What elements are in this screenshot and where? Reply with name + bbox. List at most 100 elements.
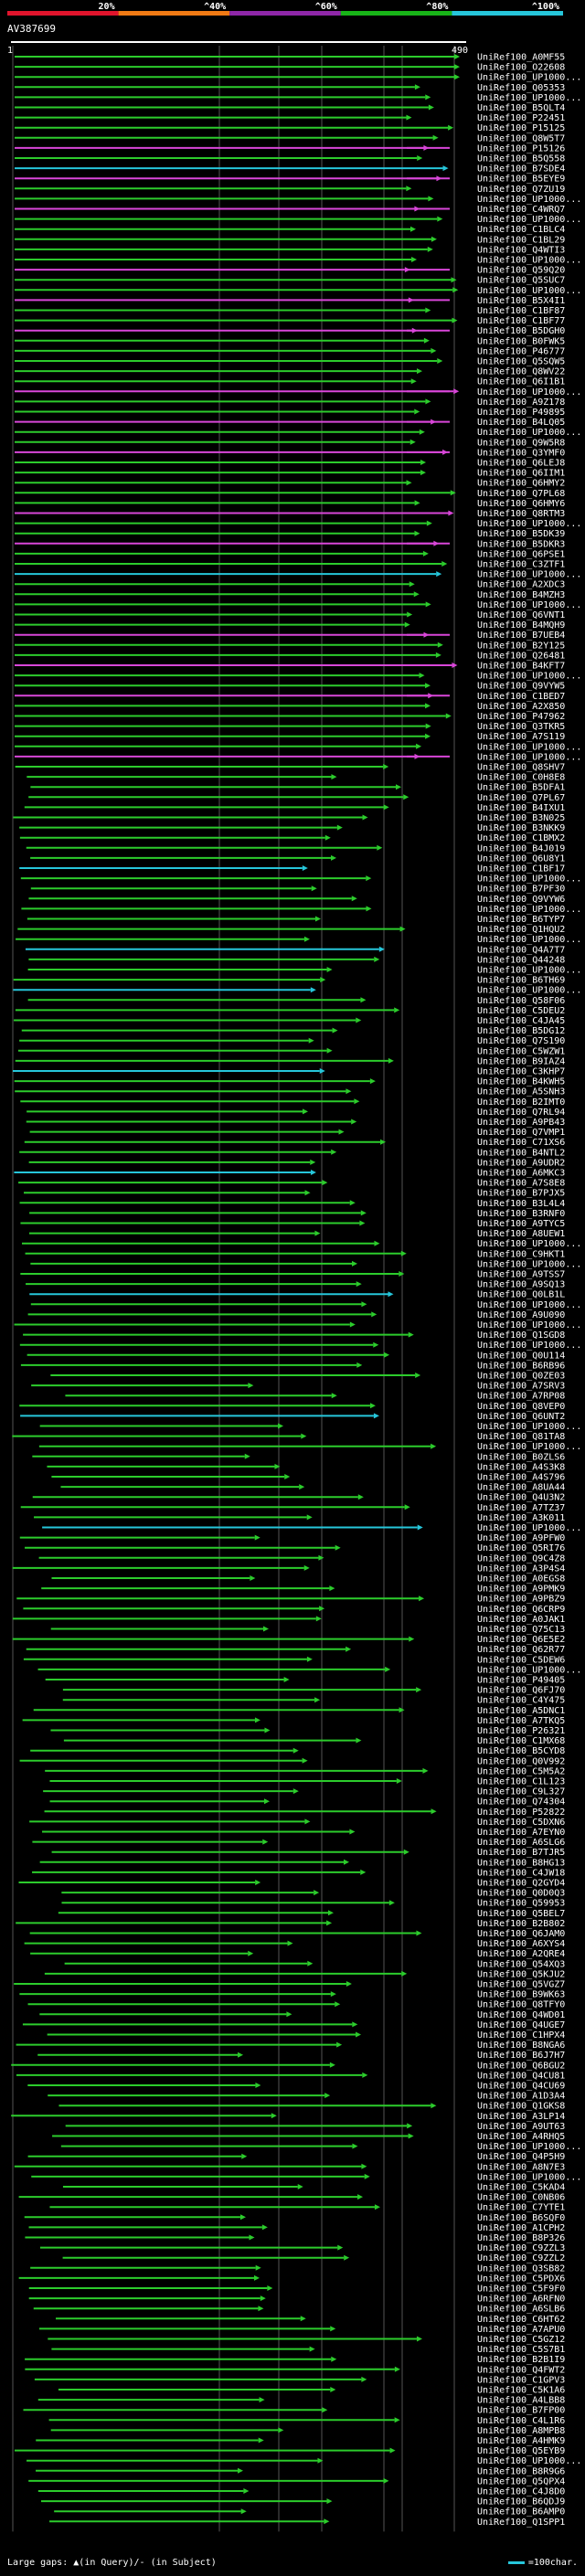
hit-label-link[interactable]: UniRef100_B7PJX5 xyxy=(477,1189,565,1199)
hit-label-link[interactable]: UniRef100_Q0D0Q3 xyxy=(477,1889,565,1899)
hit-label-link[interactable]: UniRef100_B2IMT0 xyxy=(477,1097,565,1108)
hit-label-link[interactable]: UniRef100_C4J8D0 xyxy=(477,2487,565,2497)
hit-label-link[interactable]: UniRef100_A4S796 xyxy=(477,1473,565,1483)
hit-label-link[interactable]: UniRef100_B6TH69 xyxy=(477,976,565,986)
hit-label-link[interactable]: UniRef100_UP1000... xyxy=(477,1422,581,1432)
hit-label-link[interactable]: UniRef100_B4MZH3 xyxy=(477,590,565,600)
hit-label-link[interactable]: UniRef100_C5DEU2 xyxy=(477,1006,565,1016)
hit-label-link[interactable]: UniRef100_B8NGA6 xyxy=(477,2041,565,2051)
hit-label-link[interactable]: UniRef100_Q0ZE03 xyxy=(477,1372,565,1382)
hit-label-link[interactable]: UniRef100_C0H8E8 xyxy=(477,773,565,783)
hit-label-link[interactable]: UniRef100_B3N025 xyxy=(477,813,565,823)
hit-label-link[interactable]: UniRef100_A9UT63 xyxy=(477,2122,565,2132)
hit-label-link[interactable]: UniRef100_B7UEB4 xyxy=(477,631,565,641)
hit-label-link[interactable]: UniRef100_Q0V992 xyxy=(477,1756,565,1766)
hit-label-link[interactable]: UniRef100_Q1SPP1 xyxy=(477,2518,565,2528)
hit-label-link[interactable]: UniRef100_Q9VYW6 xyxy=(477,895,565,905)
hit-label-link[interactable]: UniRef100_UP1000... xyxy=(477,519,581,529)
hit-label-link[interactable]: UniRef100_Q6IIM1 xyxy=(477,469,565,479)
hit-label-link[interactable]: UniRef100_P49405 xyxy=(477,1676,565,1686)
hit-label-link[interactable]: UniRef100_Q6HMY6 xyxy=(477,499,565,509)
hit-label-link[interactable]: UniRef100_Q5BEL7 xyxy=(477,1909,565,1919)
hit-label-link[interactable]: UniRef100_A7S8E8 xyxy=(477,1179,565,1189)
hit-label-link[interactable]: UniRef100_C0NB06 xyxy=(477,2193,565,2203)
hit-label-link[interactable]: UniRef100_A9UDR2 xyxy=(477,1158,565,1168)
hit-label-link[interactable]: UniRef100_A9U090 xyxy=(477,1310,565,1320)
hit-label-link[interactable]: UniRef100_A9PFW0 xyxy=(477,1533,565,1543)
hit-label-link[interactable]: UniRef100_UP1000... xyxy=(477,2456,581,2466)
hit-label-link[interactable]: UniRef100_B5DK39 xyxy=(477,529,565,539)
hit-label-link[interactable]: UniRef100_A5SNH3 xyxy=(477,1087,565,1097)
hit-label-link[interactable]: UniRef100_UP1000... xyxy=(477,752,581,762)
hit-label-link[interactable]: UniRef100_A2XDC3 xyxy=(477,580,565,590)
hit-label-link[interactable]: UniRef100_Q8VEP0 xyxy=(477,1402,565,1412)
hit-label-link[interactable]: UniRef100_B4IXU1 xyxy=(477,803,565,813)
hit-label-link[interactable]: UniRef100_C4WRQ7 xyxy=(477,205,565,215)
hit-label-link[interactable]: UniRef100_C1BMX2 xyxy=(477,833,565,843)
hit-label-link[interactable]: UniRef100_UP1000... xyxy=(477,672,581,682)
hit-label-link[interactable]: UniRef100_B2Y125 xyxy=(477,641,565,651)
hit-label-link[interactable]: UniRef100_C5M5A2 xyxy=(477,1766,565,1776)
hit-label-link[interactable]: UniRef100_C3ZTF1 xyxy=(477,560,565,570)
hit-label-link[interactable]: UniRef100_C1BF77 xyxy=(477,316,565,326)
hit-label-link[interactable]: UniRef100_A6XYS4 xyxy=(477,1939,565,1949)
hit-label-link[interactable]: UniRef100_Q5SQW5 xyxy=(477,357,565,367)
hit-label-link[interactable]: UniRef100_P46777 xyxy=(477,346,565,356)
hit-label-link[interactable]: UniRef100_C5WZW1 xyxy=(477,1046,565,1056)
hit-label-link[interactable]: UniRef100_Q5EYB9 xyxy=(477,2446,565,2456)
hit-label-link[interactable]: UniRef100_UP1000... xyxy=(477,1442,581,1452)
hit-label-link[interactable]: UniRef100_Q7RL94 xyxy=(477,1108,565,1118)
hit-label-link[interactable]: UniRef100_Q8W5T7 xyxy=(477,133,565,143)
hit-label-link[interactable]: UniRef100_C7YTE1 xyxy=(477,2203,565,2213)
hit-label-link[interactable]: UniRef100_Q9C4Z8 xyxy=(477,1553,565,1564)
hit-label-link[interactable]: UniRef100_C5S7B1 xyxy=(477,2345,565,2355)
hit-label-link[interactable]: UniRef100_C4JW18 xyxy=(477,1868,565,1878)
hit-label-link[interactable]: UniRef100_A7TKQ5 xyxy=(477,1716,565,1726)
hit-label-link[interactable]: UniRef100_B4LQ05 xyxy=(477,418,565,428)
hit-label-link[interactable]: UniRef100_Q58F06 xyxy=(477,996,565,1006)
hit-label-link[interactable]: UniRef100_Q8SHV7 xyxy=(477,763,565,773)
hit-label-link[interactable]: UniRef100_B5DKR3 xyxy=(477,539,565,549)
hit-label-link[interactable]: UniRef100_A0JAK1 xyxy=(477,1615,565,1625)
hit-label-link[interactable]: UniRef100_B6RB96 xyxy=(477,1361,565,1371)
hit-label-link[interactable]: UniRef100_Q1GKS8 xyxy=(477,2102,565,2112)
hit-label-link[interactable]: UniRef100_C1BF17 xyxy=(477,864,565,875)
hit-label-link[interactable]: UniRef100_C4JA45 xyxy=(477,1016,565,1026)
hit-label-link[interactable]: UniRef100_Q6HMY2 xyxy=(477,479,565,489)
hit-label-link[interactable]: UniRef100_C6HT62 xyxy=(477,2315,565,2325)
hit-label-link[interactable]: UniRef100_UP1000... xyxy=(477,875,581,885)
hit-label-link[interactable]: UniRef100_UP1000... xyxy=(477,1341,581,1351)
hit-label-link[interactable]: UniRef100_A6SLG6 xyxy=(477,1838,565,1848)
hit-label-link[interactable]: UniRef100_C5F9F0 xyxy=(477,2284,565,2295)
hit-label-link[interactable]: UniRef100_A0MF55 xyxy=(477,53,565,63)
hit-label-link[interactable]: UniRef100_Q5QPX4 xyxy=(477,2476,565,2486)
hit-label-link[interactable]: UniRef100_B9WK63 xyxy=(477,1990,565,2000)
hit-label-link[interactable]: UniRef100_B6TYP7 xyxy=(477,915,565,925)
hit-label-link[interactable]: UniRef100_B8HG13 xyxy=(477,1858,565,1868)
hit-label-link[interactable]: UniRef100_A5DNC1 xyxy=(477,1706,565,1716)
hit-label-link[interactable]: UniRef100_B7FP00 xyxy=(477,2406,565,2416)
hit-label-link[interactable]: UniRef100_Q7S190 xyxy=(477,1036,565,1046)
hit-label-link[interactable]: UniRef100_B6SQF0 xyxy=(477,2213,565,2223)
hit-label-link[interactable]: UniRef100_A7EYN0 xyxy=(477,1828,565,1838)
hit-label-link[interactable]: UniRef100_C9HKT1 xyxy=(477,1249,565,1259)
hit-label-link[interactable]: UniRef100_B7TJR5 xyxy=(477,1848,565,1858)
hit-label-link[interactable]: UniRef100_A3P4S4 xyxy=(477,1564,565,1574)
hit-label-link[interactable]: UniRef100_Q6PSE1 xyxy=(477,549,565,559)
hit-label-link[interactable]: UniRef100_Q6I1B1 xyxy=(477,377,565,387)
hit-label-link[interactable]: UniRef100_C1GPV3 xyxy=(477,2375,565,2385)
hit-label-link[interactable]: UniRef100_P52822 xyxy=(477,1807,565,1818)
hit-label-link[interactable]: UniRef100_A2QRE4 xyxy=(477,1949,565,1959)
hit-label-link[interactable]: UniRef100_A8UEW1 xyxy=(477,1229,565,1239)
hit-label-link[interactable]: UniRef100_B3L4L4 xyxy=(477,1199,565,1209)
hit-label-link[interactable]: UniRef100_Q4WD01 xyxy=(477,2010,565,2020)
hit-label-link[interactable]: UniRef100_Q5VGZ7 xyxy=(477,1980,565,1990)
hit-label-link[interactable]: UniRef100_Q0U114 xyxy=(477,1351,565,1361)
hit-label-link[interactable]: UniRef100_UP1000... xyxy=(477,1300,581,1310)
hit-label-link[interactable]: UniRef100_A4HMK9 xyxy=(477,2436,565,2446)
hit-label-link[interactable]: UniRef100_B0FWK5 xyxy=(477,336,565,346)
hit-label-link[interactable]: UniRef100_C1BED7 xyxy=(477,692,565,702)
hit-label-link[interactable]: UniRef100_A4S3K8 xyxy=(477,1462,565,1472)
hit-label-link[interactable]: UniRef100_C3KHP7 xyxy=(477,1067,565,1077)
hit-label-link[interactable]: UniRef100_UP1000... xyxy=(477,600,581,610)
